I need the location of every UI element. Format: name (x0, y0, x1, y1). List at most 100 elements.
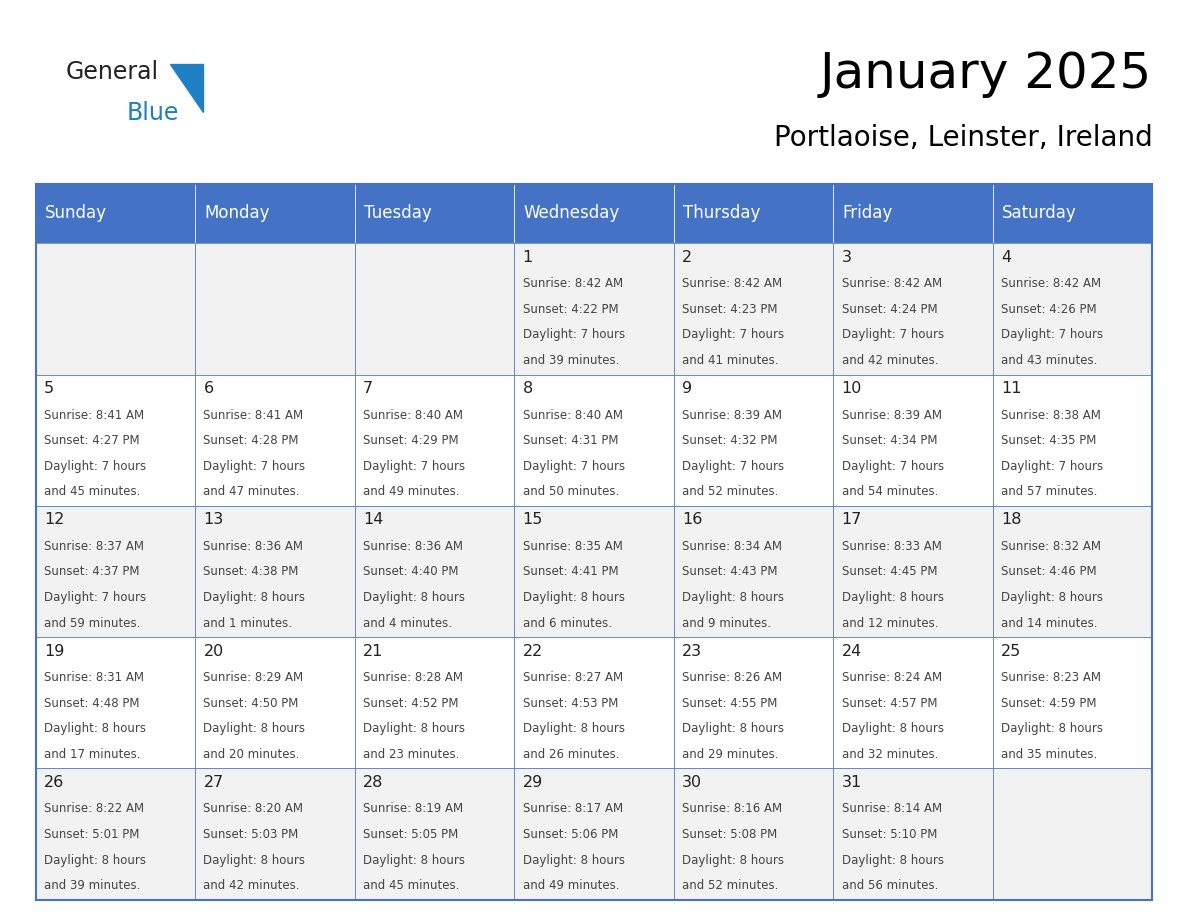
Text: 3: 3 (841, 250, 852, 264)
Text: and 50 minutes.: and 50 minutes. (523, 486, 619, 498)
Text: January 2025: January 2025 (820, 50, 1152, 98)
Text: 6: 6 (203, 381, 214, 396)
Bar (833, 506, 993, 637)
Bar (195, 637, 355, 768)
Text: Daylight: 8 hours: Daylight: 8 hours (44, 722, 146, 735)
Text: Sunrise: 8:38 AM: Sunrise: 8:38 AM (1001, 409, 1101, 421)
Text: Sunset: 5:06 PM: Sunset: 5:06 PM (523, 828, 618, 841)
Text: Daylight: 8 hours: Daylight: 8 hours (523, 722, 625, 735)
Text: 13: 13 (203, 512, 223, 527)
Bar (514, 375, 674, 506)
Text: Daylight: 8 hours: Daylight: 8 hours (841, 722, 943, 735)
Text: Sunrise: 8:42 AM: Sunrise: 8:42 AM (841, 277, 942, 290)
Text: 18: 18 (1001, 512, 1022, 527)
Bar (674, 184, 833, 243)
Bar (195, 375, 355, 506)
Text: 28: 28 (364, 775, 384, 789)
Text: Daylight: 8 hours: Daylight: 8 hours (44, 854, 146, 867)
Text: Sunset: 4:46 PM: Sunset: 4:46 PM (1001, 565, 1097, 578)
Text: and 12 minutes.: and 12 minutes. (841, 617, 939, 630)
Text: Daylight: 7 hours: Daylight: 7 hours (44, 460, 146, 473)
Bar (195, 184, 355, 243)
Text: Sunrise: 8:19 AM: Sunrise: 8:19 AM (364, 802, 463, 815)
Text: 27: 27 (203, 775, 223, 789)
Text: Sunset: 4:35 PM: Sunset: 4:35 PM (1001, 434, 1097, 447)
Text: Daylight: 7 hours: Daylight: 7 hours (364, 460, 466, 473)
Text: 9: 9 (682, 381, 693, 396)
Text: Daylight: 7 hours: Daylight: 7 hours (1001, 460, 1104, 473)
Bar (674, 637, 833, 768)
Text: Portlaoise, Leinster, Ireland: Portlaoise, Leinster, Ireland (773, 124, 1152, 152)
Bar (355, 184, 514, 243)
Text: Sunrise: 8:35 AM: Sunrise: 8:35 AM (523, 540, 623, 553)
Text: Sunday: Sunday (45, 205, 107, 222)
Text: Sunset: 4:40 PM: Sunset: 4:40 PM (364, 565, 459, 578)
Bar (833, 637, 993, 768)
Text: Sunrise: 8:29 AM: Sunrise: 8:29 AM (203, 671, 304, 684)
Text: 30: 30 (682, 775, 702, 789)
Text: Sunrise: 8:40 AM: Sunrise: 8:40 AM (523, 409, 623, 421)
Text: and 54 minutes.: and 54 minutes. (841, 486, 939, 498)
Text: and 45 minutes.: and 45 minutes. (44, 486, 140, 498)
Text: Sunrise: 8:26 AM: Sunrise: 8:26 AM (682, 671, 782, 684)
Text: 20: 20 (203, 644, 223, 658)
Text: Sunrise: 8:34 AM: Sunrise: 8:34 AM (682, 540, 782, 553)
Text: and 47 minutes.: and 47 minutes. (203, 486, 301, 498)
Text: Sunset: 5:10 PM: Sunset: 5:10 PM (841, 828, 937, 841)
Bar (195, 768, 355, 900)
Text: 16: 16 (682, 512, 702, 527)
Text: Daylight: 7 hours: Daylight: 7 hours (523, 460, 625, 473)
Text: and 35 minutes.: and 35 minutes. (1001, 748, 1098, 761)
Text: Sunset: 5:05 PM: Sunset: 5:05 PM (364, 828, 459, 841)
Text: and 32 minutes.: and 32 minutes. (841, 748, 939, 761)
Text: Sunrise: 8:41 AM: Sunrise: 8:41 AM (203, 409, 304, 421)
Text: Saturday: Saturday (1003, 205, 1078, 222)
Bar (355, 506, 514, 637)
Text: and 49 minutes.: and 49 minutes. (364, 486, 460, 498)
Text: 10: 10 (841, 381, 862, 396)
Text: 22: 22 (523, 644, 543, 658)
Bar (36, 184, 195, 243)
Text: Daylight: 8 hours: Daylight: 8 hours (364, 854, 465, 867)
Text: Sunset: 4:59 PM: Sunset: 4:59 PM (1001, 697, 1097, 710)
Text: Daylight: 7 hours: Daylight: 7 hours (682, 460, 784, 473)
Text: Sunrise: 8:31 AM: Sunrise: 8:31 AM (44, 671, 144, 684)
Text: Daylight: 7 hours: Daylight: 7 hours (203, 460, 305, 473)
Text: Sunrise: 8:41 AM: Sunrise: 8:41 AM (44, 409, 144, 421)
Bar (36, 768, 195, 900)
Text: Sunrise: 8:28 AM: Sunrise: 8:28 AM (364, 671, 463, 684)
Text: Sunrise: 8:20 AM: Sunrise: 8:20 AM (203, 802, 303, 815)
Text: 14: 14 (364, 512, 384, 527)
Text: Daylight: 8 hours: Daylight: 8 hours (364, 722, 465, 735)
Text: Sunrise: 8:42 AM: Sunrise: 8:42 AM (682, 277, 782, 290)
Text: Sunset: 4:55 PM: Sunset: 4:55 PM (682, 697, 777, 710)
Text: 31: 31 (841, 775, 861, 789)
Text: 4: 4 (1001, 250, 1011, 264)
Text: and 41 minutes.: and 41 minutes. (682, 354, 778, 367)
Text: Sunset: 4:50 PM: Sunset: 4:50 PM (203, 697, 299, 710)
Polygon shape (170, 64, 203, 112)
Text: Sunset: 4:32 PM: Sunset: 4:32 PM (682, 434, 778, 447)
Text: and 43 minutes.: and 43 minutes. (1001, 354, 1098, 367)
Text: Sunset: 4:24 PM: Sunset: 4:24 PM (841, 303, 937, 316)
Text: Sunrise: 8:16 AM: Sunrise: 8:16 AM (682, 802, 782, 815)
Text: Sunset: 4:31 PM: Sunset: 4:31 PM (523, 434, 618, 447)
Text: and 23 minutes.: and 23 minutes. (364, 748, 460, 761)
Text: and 1 minutes.: and 1 minutes. (203, 617, 292, 630)
Text: Sunset: 4:23 PM: Sunset: 4:23 PM (682, 303, 778, 316)
Text: and 45 minutes.: and 45 minutes. (364, 879, 460, 892)
Text: Daylight: 8 hours: Daylight: 8 hours (841, 591, 943, 604)
Bar (36, 375, 195, 506)
Text: 15: 15 (523, 512, 543, 527)
Text: Daylight: 8 hours: Daylight: 8 hours (682, 854, 784, 867)
Bar (36, 506, 195, 637)
Text: and 56 minutes.: and 56 minutes. (841, 879, 939, 892)
Bar (674, 768, 833, 900)
Text: Wednesday: Wednesday (524, 205, 620, 222)
Text: Sunrise: 8:22 AM: Sunrise: 8:22 AM (44, 802, 144, 815)
Bar (36, 243, 195, 375)
Text: Sunset: 4:34 PM: Sunset: 4:34 PM (841, 434, 937, 447)
Text: and 57 minutes.: and 57 minutes. (1001, 486, 1098, 498)
Bar (355, 243, 514, 375)
Text: 5: 5 (44, 381, 55, 396)
